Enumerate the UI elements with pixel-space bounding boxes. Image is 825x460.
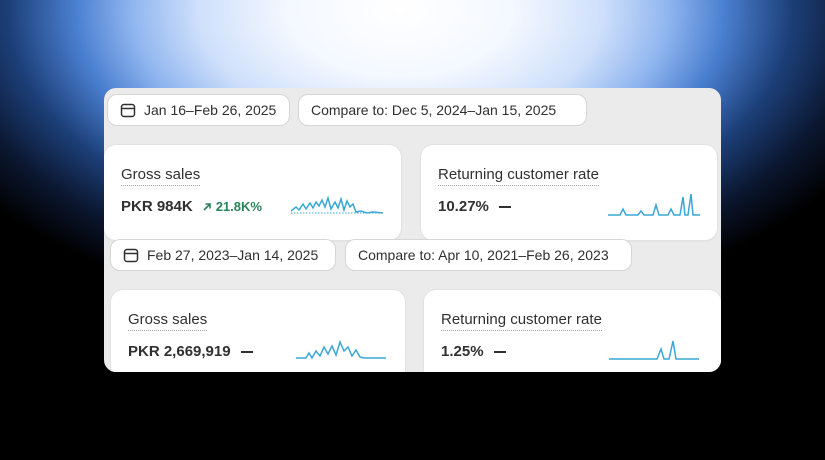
returning-rate-card-2[interactable]: Returning customer rate 1.25% [424, 290, 721, 372]
returning-rate-value: 10.27% [438, 198, 489, 215]
calendar-icon [123, 247, 139, 263]
no-change-dash [498, 206, 511, 208]
returning-rate-card[interactable]: Returning customer rate 10.27% [421, 145, 717, 240]
compare-range-label-2: Compare to: Apr 10, 2021–Feb 26, 2023 [358, 247, 609, 263]
gross-sales-value-row-2: PKR 2,669,919 [128, 343, 253, 361]
returning-rate-value-row: 10.27% [438, 198, 511, 216]
gross-sales-title[interactable]: Gross sales [121, 166, 201, 186]
returning-rate-sparkline [608, 193, 700, 216]
date-range-label: Jan 16–Feb 26, 2025 [144, 102, 277, 118]
gross-sales-title-2[interactable]: Gross sales [128, 311, 208, 331]
gross-sales-value-row: PKR 984K 21.8K% [121, 198, 262, 216]
gross-sales-change-value: 21.8K% [215, 199, 262, 214]
compare-range-button[interactable]: Compare to: Dec 5, 2024–Jan 15, 2025 [299, 95, 586, 125]
returning-rate-sparkline-2 [609, 340, 699, 360]
compare-range-button-2[interactable]: Compare to: Apr 10, 2021–Feb 26, 2023 [346, 240, 631, 270]
returning-rate-value-2: 1.25% [441, 343, 484, 360]
gross-sales-value: PKR 984K [121, 198, 193, 215]
gross-sales-sparkline-2 [296, 339, 386, 360]
calendar-icon [120, 102, 136, 118]
no-change-dash [493, 351, 506, 353]
returning-rate-title-2[interactable]: Returning customer rate [441, 311, 602, 331]
date-range-button-2[interactable]: Feb 27, 2023–Jan 14, 2025 [111, 240, 335, 270]
gross-sales-sparkline [291, 195, 383, 214]
no-change-dash [240, 351, 253, 353]
date-range-button[interactable]: Jan 16–Feb 26, 2025 [108, 95, 289, 125]
gross-sales-card-2[interactable]: Gross sales PKR 2,669,919 [111, 290, 405, 372]
gross-sales-change: 21.8K% [202, 198, 262, 216]
gross-sales-card[interactable]: Gross sales PKR 984K 21.8K% [104, 145, 401, 240]
compare-range-label: Compare to: Dec 5, 2024–Jan 15, 2025 [311, 102, 557, 118]
arrow-up-right-icon [203, 203, 211, 211]
returning-rate-value-row-2: 1.25% [441, 343, 506, 361]
returning-rate-title[interactable]: Returning customer rate [438, 166, 599, 186]
gross-sales-value-2: PKR 2,669,919 [128, 343, 231, 360]
analytics-panel: Jan 16–Feb 26, 2025 Compare to: Dec 5, 2… [104, 88, 721, 372]
date-range-label-2: Feb 27, 2023–Jan 14, 2025 [147, 247, 319, 263]
